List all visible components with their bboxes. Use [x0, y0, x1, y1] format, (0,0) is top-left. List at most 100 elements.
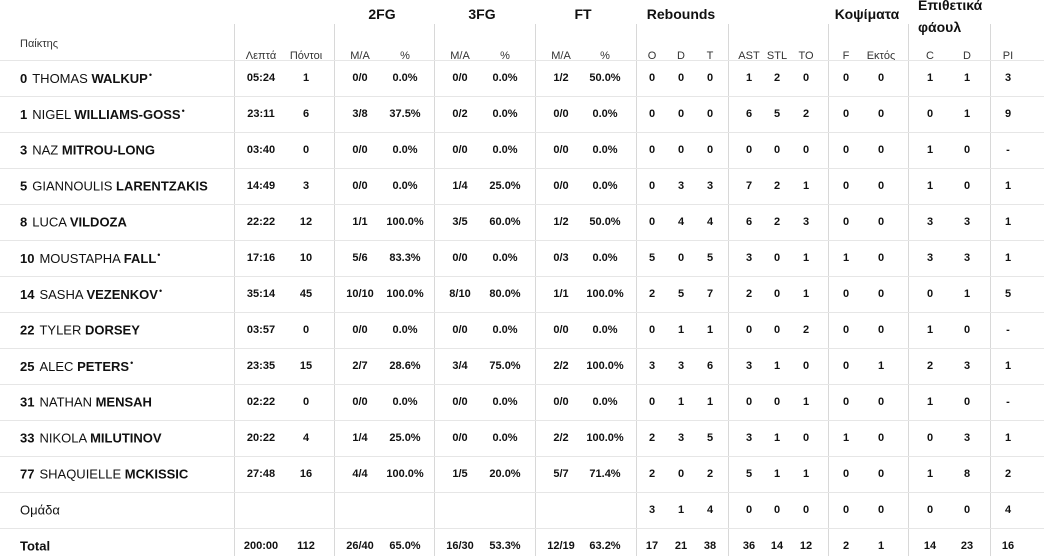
column-header: STL [766, 50, 788, 62]
stat-cell: 0 [877, 324, 885, 336]
stat-cell: 0.0% [492, 144, 518, 156]
stat-cell: 3 [1004, 72, 1012, 84]
stat-cell: 26/40 [346, 540, 374, 552]
column-header: Πόντοι [289, 50, 323, 62]
stat-cell: 2 [773, 216, 781, 228]
stat-cell: 2 [648, 288, 656, 300]
stat-cell: 0 [877, 72, 885, 84]
stat-cell: 0 [877, 468, 885, 480]
stat-cell: 0/3 [553, 252, 569, 264]
stat-cell: 1 [745, 72, 753, 84]
stat-cell: 5 [706, 252, 714, 264]
stat-cell: 14:49 [246, 180, 276, 192]
stat-cell: 0 [773, 252, 781, 264]
stat-cell: 1 [773, 360, 781, 372]
stat-cell: 0 [926, 504, 934, 516]
player-number: 31 [20, 394, 35, 410]
stat-cell: 3 [648, 504, 656, 516]
stat-cell: 0.0% [592, 180, 618, 192]
stat-cell: 0 [926, 432, 934, 444]
column-header: D [963, 50, 971, 62]
stat-cell: 1 [802, 288, 810, 300]
stat-cell: 1 [802, 468, 810, 480]
stat-cell: 0 [842, 324, 850, 336]
stat-cell: 0 [802, 72, 810, 84]
stat-cell: 0/0 [452, 144, 468, 156]
stat-cell: 0 [677, 108, 685, 120]
stat-cell: 5 [1004, 288, 1012, 300]
stat-cell: 1 [926, 180, 934, 192]
stat-cell: - [1006, 324, 1010, 336]
stat-cell: 0 [648, 108, 656, 120]
stat-cell: 7 [706, 288, 714, 300]
stat-cell: 100.0% [586, 432, 624, 444]
stat-cell: 1 [1004, 252, 1012, 264]
column-separator [434, 24, 435, 556]
column-separator [535, 24, 536, 556]
group-header: 3FG [468, 6, 496, 22]
stat-cell: 1 [877, 360, 885, 372]
stat-cell: 0.0% [592, 324, 618, 336]
column-header: TO [798, 50, 814, 62]
stat-cell: 0/0 [352, 324, 368, 336]
stat-cell: 112 [297, 540, 315, 552]
stat-cell: 5 [706, 432, 714, 444]
stat-cell: - [1006, 144, 1010, 156]
stat-cell: 0 [773, 504, 781, 516]
stat-cell: 0 [877, 432, 885, 444]
player-number: 5 [20, 178, 28, 194]
column-separator [334, 24, 335, 556]
stat-cell: 1/1 [352, 216, 368, 228]
stat-cell: 100.0% [586, 288, 624, 300]
column-separator [728, 24, 729, 556]
stat-cell: 4 [677, 216, 685, 228]
column-separator [990, 24, 991, 556]
stat-cell: 80.0% [489, 288, 521, 300]
total-label: Total [20, 538, 51, 554]
stat-cell: 1/4 [352, 432, 368, 444]
stat-cell: 1 [926, 72, 934, 84]
player-number: 3 [20, 142, 28, 158]
stat-cell: 0.0% [492, 432, 518, 444]
stat-cell: 75.0% [489, 360, 521, 372]
stat-cell: 1 [802, 252, 810, 264]
stat-cell: 5 [648, 252, 656, 264]
stat-cell: 16/30 [446, 540, 474, 552]
stat-cell: 2/2 [553, 432, 569, 444]
column-header: % [600, 50, 610, 62]
stat-cell: 2 [802, 108, 810, 120]
player-number: 77 [20, 466, 35, 482]
stat-cell: 16 [299, 468, 313, 480]
stat-cell: 1 [926, 324, 934, 336]
stat-cell: 1 [963, 108, 971, 120]
stat-cell: 6 [745, 108, 753, 120]
stat-cell: 0 [706, 72, 714, 84]
stat-cell: 1 [802, 396, 810, 408]
stat-cell: 0.0% [392, 396, 418, 408]
stat-cell: 0 [842, 396, 850, 408]
stat-cell: 15 [299, 360, 313, 372]
stat-cell: 53.3% [489, 540, 521, 552]
stat-cell: 0 [773, 288, 781, 300]
stat-cell: 1 [1004, 360, 1012, 372]
stat-cell: 1 [877, 540, 885, 552]
stat-cell: 6 [302, 108, 310, 120]
stat-cell: 3 [963, 432, 971, 444]
stat-cell: 45 [299, 288, 313, 300]
column-header: PI [1002, 50, 1014, 62]
stat-cell: 0.0% [392, 180, 418, 192]
first-name: SHAQUIELLE [39, 466, 122, 482]
starter-mark: • [157, 249, 161, 260]
first-name: ALEC [39, 359, 74, 375]
stat-cell: 4 [706, 504, 714, 516]
player-name: 77 SHAQUIELLE MCKISSIC [20, 467, 188, 482]
stat-cell: 0.0% [392, 72, 418, 84]
stat-cell: 0 [963, 180, 971, 192]
stat-cell: 0.0% [592, 252, 618, 264]
stat-cell: 1/4 [452, 180, 468, 192]
column-header: Παίκτης [20, 38, 59, 50]
first-name: NIGEL [32, 107, 71, 123]
stat-cell: 100.0% [586, 360, 624, 372]
stat-cell: 1 [1004, 216, 1012, 228]
